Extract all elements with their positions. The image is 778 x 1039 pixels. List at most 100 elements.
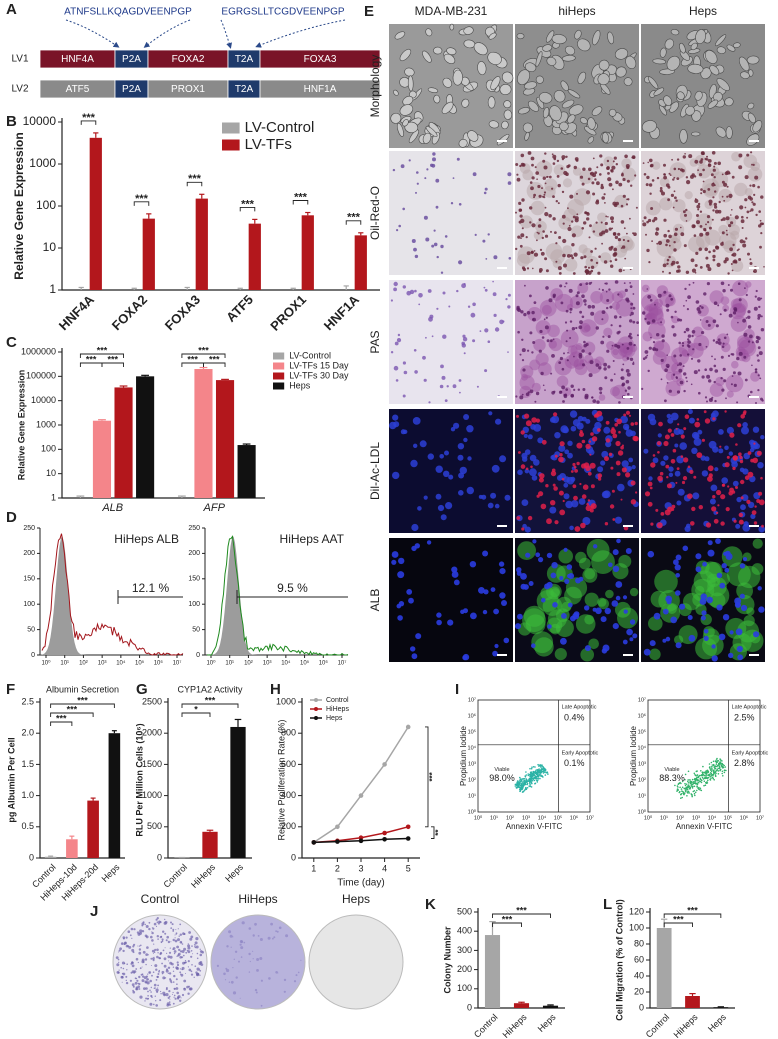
colony [188, 968, 192, 972]
x-tick-label: 10⁴ [116, 660, 126, 667]
cell [708, 226, 712, 230]
cell [721, 241, 724, 244]
cell [461, 98, 470, 108]
cell [598, 394, 606, 401]
cell [571, 256, 574, 260]
cell [537, 184, 541, 189]
point [335, 839, 340, 844]
gate [236, 590, 348, 604]
cell [707, 188, 711, 191]
y-tick-label: 1.5 [21, 759, 34, 769]
event [702, 765, 704, 768]
cell [580, 323, 591, 333]
cell [521, 198, 525, 202]
event [718, 764, 720, 766]
cell [685, 176, 689, 179]
cell [524, 62, 537, 72]
cell [731, 151, 741, 162]
x-tick-label: ALB [101, 502, 123, 514]
cell [653, 87, 665, 96]
cell [493, 608, 499, 615]
cell [697, 429, 703, 435]
cell [716, 78, 730, 91]
cell [482, 550, 489, 557]
cell [621, 383, 625, 387]
bar [195, 198, 208, 290]
control-histogram [205, 536, 348, 655]
segment-label: ATF5 [66, 84, 90, 95]
cell [674, 470, 681, 477]
cell [643, 173, 647, 176]
cell [581, 416, 587, 422]
colony [176, 983, 178, 985]
event [698, 774, 701, 777]
significance-bracket [101, 362, 124, 367]
event [538, 773, 540, 775]
cell [549, 586, 561, 598]
cell [487, 340, 491, 344]
colony [179, 999, 182, 1002]
cell [694, 159, 699, 164]
colony [159, 935, 163, 939]
cell [551, 187, 554, 190]
cell [642, 311, 646, 315]
cell [524, 526, 531, 533]
cell [450, 202, 454, 205]
cell [585, 465, 591, 472]
cell [504, 494, 511, 501]
cell [624, 288, 628, 292]
cell [612, 623, 619, 630]
cell [573, 252, 578, 257]
cell [569, 194, 574, 199]
cell [535, 352, 549, 366]
colony [150, 991, 152, 993]
cell [749, 334, 753, 339]
cell [752, 184, 756, 188]
event [707, 777, 709, 779]
cell [670, 433, 675, 437]
cell [737, 336, 756, 355]
cell [646, 220, 649, 224]
colony [196, 957, 199, 960]
x-tick-label: 10⁷ [173, 660, 182, 667]
significance-bracket [50, 703, 115, 708]
cell [592, 230, 596, 233]
cell [644, 356, 648, 359]
cell [740, 219, 745, 224]
y-tick-label: 300 [457, 945, 472, 955]
colony [141, 930, 145, 933]
cell [402, 119, 409, 127]
y-tick-label: 100 [23, 601, 35, 608]
colony [226, 968, 230, 973]
cell [548, 214, 552, 218]
cell [398, 224, 402, 228]
colony [142, 975, 145, 978]
cell [528, 581, 534, 586]
cell [585, 190, 591, 195]
cell [732, 280, 749, 297]
cell [538, 92, 553, 104]
cell [541, 304, 552, 315]
cell [701, 438, 706, 442]
colony [134, 981, 138, 985]
x-tick-label: 10² [506, 815, 514, 821]
cell [598, 366, 602, 370]
cell [518, 107, 530, 115]
cell [625, 369, 630, 373]
cell [744, 206, 747, 209]
cell [605, 215, 608, 218]
cell [752, 163, 755, 166]
cell [531, 351, 534, 354]
y-tick-label: 0 [467, 1002, 472, 1012]
cell [753, 521, 758, 525]
scale-bar [497, 140, 507, 142]
cell [585, 282, 589, 285]
cell [685, 220, 688, 222]
cell [722, 367, 726, 371]
event [707, 770, 710, 773]
y-tick-label: 800 [281, 728, 296, 738]
cell [707, 476, 713, 482]
cell [459, 391, 461, 394]
cell [537, 232, 540, 235]
colony [161, 938, 164, 941]
